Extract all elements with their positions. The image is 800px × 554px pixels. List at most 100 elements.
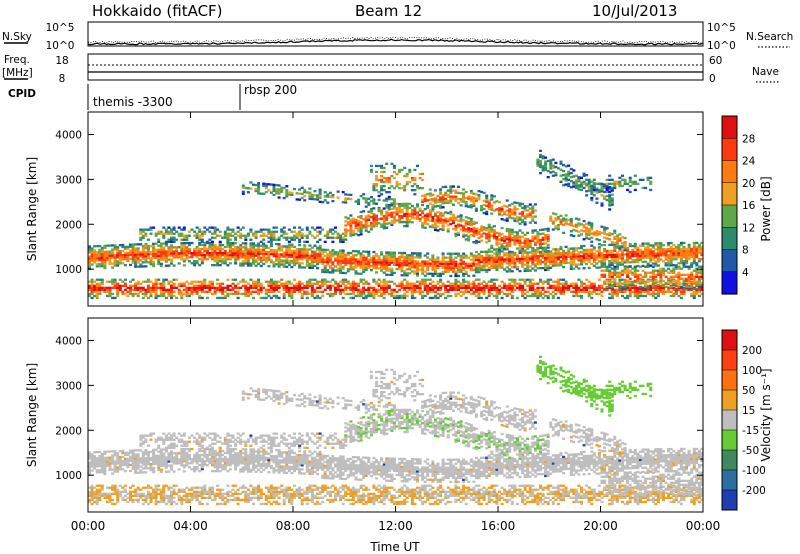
- power-cell: [508, 282, 512, 285]
- power-cell: [423, 260, 427, 263]
- power-cell: [580, 229, 583, 232]
- power-cell: [364, 215, 368, 218]
- power-cell: [533, 288, 537, 291]
- power-cell: [536, 267, 540, 270]
- power-cell: [405, 264, 409, 267]
- power-cell: [405, 174, 409, 178]
- power-cell: [541, 260, 545, 264]
- power-cell: [569, 230, 573, 233]
- power-cell: [577, 257, 581, 260]
- power-cell: [136, 255, 140, 258]
- power-cell: [357, 258, 361, 261]
- power-cell: [449, 212, 453, 216]
- power-cell: [226, 254, 230, 257]
- power-cell: [290, 265, 294, 269]
- power-cell: [472, 268, 476, 271]
- power-cell: [572, 286, 576, 289]
- power-cell: [364, 266, 368, 269]
- power-cell: [357, 272, 361, 275]
- power-cell: [510, 236, 514, 240]
- power-cell: [528, 278, 532, 281]
- power-cell: [436, 217, 440, 220]
- power-cell: [236, 292, 240, 296]
- power-cell: [257, 182, 261, 185]
- power-cell: [200, 234, 204, 237]
- power-cell: [257, 252, 261, 255]
- power-cell: [590, 254, 594, 257]
- power-cell: [410, 296, 414, 300]
- power-cell: [136, 282, 140, 285]
- power-cell: [387, 251, 391, 254]
- power-cell: [405, 280, 409, 283]
- power-cell: [123, 282, 127, 285]
- power-cell: [446, 224, 450, 227]
- power-cell: [498, 250, 501, 253]
- power-cell: [249, 254, 253, 257]
- power-cell: [382, 217, 386, 220]
- power-cell: [121, 284, 125, 287]
- power-cell: [252, 262, 255, 265]
- power-cell: [421, 280, 425, 283]
- power-cell: [228, 248, 232, 251]
- power-cell: [615, 265, 619, 268]
- power-cell: [500, 226, 504, 230]
- power-cell: [428, 278, 432, 281]
- power-cell: [603, 264, 607, 267]
- power-cell: [541, 232, 545, 235]
- power-cell: [618, 245, 622, 248]
- power-cell: [564, 175, 568, 178]
- power-cell: [372, 290, 376, 293]
- power-cell: [603, 281, 607, 285]
- power-cell: [252, 256, 255, 259]
- power-cell: [234, 278, 238, 281]
- power-cell: [526, 251, 530, 255]
- power-cell: [141, 257, 145, 260]
- power-cell: [326, 280, 330, 283]
- power-cell: [446, 195, 450, 198]
- power-cell: [672, 252, 676, 255]
- power-cell: [298, 288, 302, 291]
- power-cell: [254, 252, 258, 255]
- power-cell: [129, 249, 132, 252]
- power-cell: [546, 296, 550, 300]
- power-cell: [295, 232, 299, 235]
- power-cell: [472, 290, 476, 293]
- power-cell: [198, 249, 202, 253]
- power-cell: [572, 294, 576, 298]
- power-cell: [170, 254, 173, 257]
- power-cell: [446, 220, 450, 223]
- power-cell: [508, 244, 512, 247]
- power-cell: [313, 194, 317, 197]
- power-cell: [146, 278, 150, 281]
- power-cell: [410, 290, 414, 293]
- power-cell: [628, 257, 632, 260]
- power-cell: [421, 203, 425, 207]
- power-cell: [382, 280, 386, 283]
- power-cell: [167, 290, 171, 293]
- power-cell: [303, 195, 307, 198]
- power-cell: [597, 260, 601, 263]
- power-cell: [587, 181, 591, 184]
- power-cell: [328, 294, 332, 298]
- power-cell: [246, 258, 250, 261]
- power-cell: [562, 266, 566, 269]
- power-cell: [364, 258, 368, 261]
- power-cell: [510, 208, 514, 212]
- power-cell: [500, 264, 504, 267]
- power-cell: [551, 222, 555, 225]
- power-cell: [318, 246, 322, 250]
- power-cell: [454, 266, 458, 269]
- power-cell: [318, 238, 322, 241]
- power-cell: [451, 258, 455, 261]
- power-cell: [280, 247, 284, 250]
- power-cell: [636, 264, 640, 268]
- power-cell: [172, 294, 176, 298]
- power-cell: [498, 288, 501, 291]
- power-cell: [667, 262, 671, 265]
- power-cell: [544, 234, 548, 237]
- power-cell: [118, 254, 122, 257]
- power-cell: [103, 288, 107, 291]
- power-cell: [462, 282, 466, 285]
- power-cell: [405, 172, 409, 176]
- power-cell: [405, 220, 409, 224]
